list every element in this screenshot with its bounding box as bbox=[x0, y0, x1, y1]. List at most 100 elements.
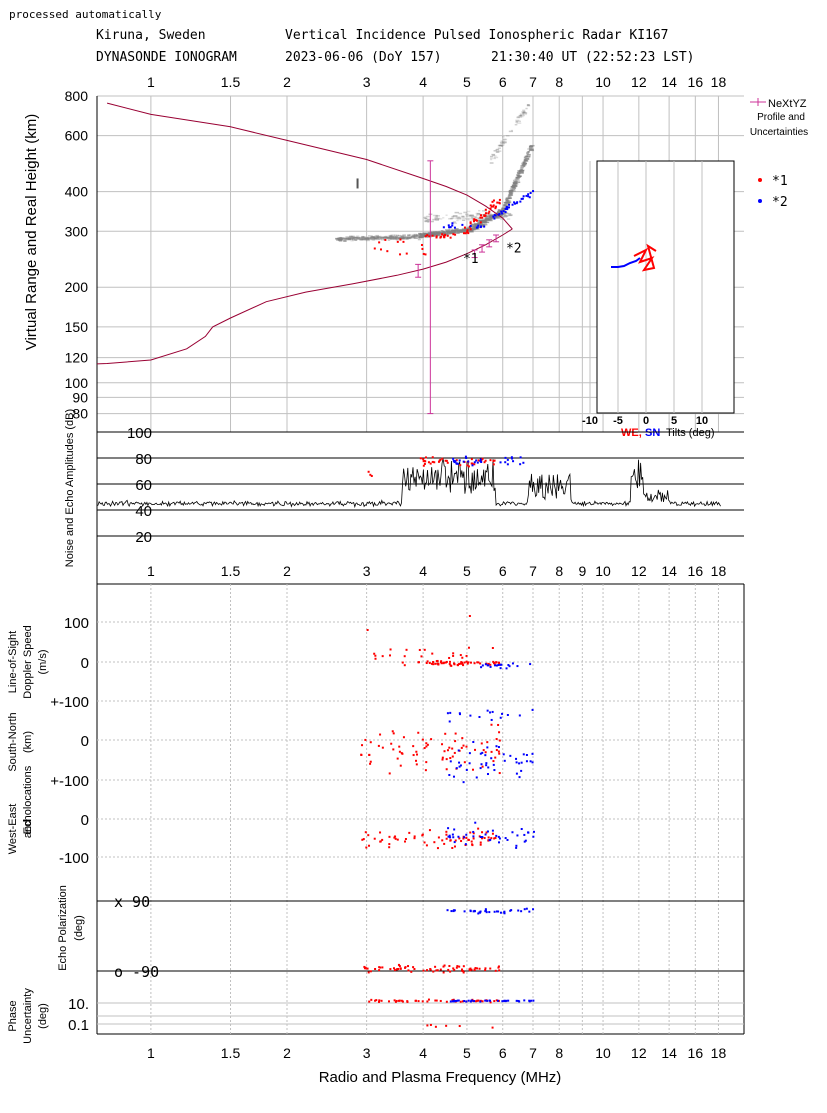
polarization-o-echo bbox=[484, 967, 487, 970]
sn-o-echo bbox=[364, 738, 367, 741]
echo-trace-pixel bbox=[512, 181, 517, 184]
echo-trace-pixel bbox=[479, 221, 485, 224]
height-tick-label: 300 bbox=[65, 223, 89, 239]
echo-trace-pixel bbox=[427, 219, 431, 221]
doppler-x-echo bbox=[449, 711, 452, 714]
amplitude-tick-label: 100 bbox=[127, 425, 152, 442]
x-mode-echo bbox=[449, 226, 452, 229]
echo-trace-pixel bbox=[488, 216, 492, 218]
echo-trace-pixel bbox=[411, 235, 416, 238]
phase-x-echo bbox=[496, 999, 499, 1002]
echo-trace-pixel bbox=[518, 114, 521, 117]
polarization-o-echo bbox=[369, 970, 372, 973]
echo-trace-pixel bbox=[458, 228, 463, 231]
echo-trace-pixel bbox=[418, 236, 422, 238]
echo-trace-pixel bbox=[519, 115, 524, 118]
tilt-we-label: WE, bbox=[621, 427, 642, 439]
x-mode-echo bbox=[507, 206, 510, 209]
ionogram-legend bbox=[750, 98, 766, 203]
echo-trace-pixel bbox=[485, 217, 488, 220]
x-mode-echo bbox=[525, 194, 528, 197]
profile-group bbox=[97, 102, 513, 415]
polarization-o-echo bbox=[470, 968, 473, 971]
phase-x-echo bbox=[449, 1000, 452, 1003]
echo-trace-pixel bbox=[408, 234, 412, 236]
echo-trace-pixel bbox=[509, 192, 514, 195]
we-o-echo bbox=[479, 841, 482, 844]
amplitude-x-echo bbox=[499, 461, 502, 464]
echo-trace-pixel bbox=[510, 129, 514, 132]
echo-trace-pixel bbox=[363, 237, 366, 239]
echo-trace-pixel bbox=[352, 238, 356, 240]
polarization-o-echo bbox=[443, 964, 446, 967]
o-mode-echo bbox=[490, 205, 493, 208]
we-o-echo bbox=[485, 831, 488, 834]
echo-trace-pixel bbox=[438, 230, 444, 233]
x-mode-echo bbox=[521, 197, 524, 200]
polarization-x-echo bbox=[493, 910, 496, 913]
sn-o-echo bbox=[416, 753, 419, 756]
sn-o-echo bbox=[454, 732, 457, 735]
top-freq-tick-label: 12 bbox=[631, 74, 647, 90]
sn-x-echo bbox=[520, 761, 523, 764]
doppler-y-label-2: Doppler Speed bbox=[22, 625, 34, 698]
echo-trace-pixel bbox=[424, 236, 428, 239]
sn-x-echo bbox=[515, 772, 518, 775]
echo-trace-pixel bbox=[512, 179, 518, 182]
echo-trace-pixel bbox=[439, 233, 443, 235]
top-freq-tick-label: 3 bbox=[363, 74, 371, 90]
height-tick-label: 800 bbox=[65, 88, 89, 104]
echo-trace-pixel bbox=[504, 203, 507, 206]
doppler-o-echo bbox=[495, 661, 498, 664]
sn-o-echo bbox=[368, 753, 371, 756]
echo-trace-pixel bbox=[379, 237, 383, 240]
echo-trace-pixel bbox=[522, 112, 528, 114]
mid-freq-tick-label: 1 bbox=[147, 563, 155, 579]
echo-trace-pixel bbox=[391, 234, 396, 237]
echo-trace-pixel bbox=[402, 237, 408, 239]
o-mode-echo bbox=[491, 200, 494, 203]
echo-trace-pixel bbox=[508, 130, 513, 133]
doppler-o-echo bbox=[468, 615, 471, 617]
echo-trace-pixel bbox=[448, 228, 454, 231]
echo-trace-pixel bbox=[515, 181, 521, 184]
sn-o-echo bbox=[417, 731, 420, 734]
echo-trace-pixel bbox=[505, 201, 510, 204]
polarization-o-echo bbox=[447, 968, 450, 971]
doppler-x-echo bbox=[531, 708, 534, 711]
x-mode-echo bbox=[528, 196, 531, 199]
we-x-echo bbox=[464, 843, 467, 846]
doppler-o-echo bbox=[452, 652, 455, 655]
echo-trace-pixel bbox=[492, 154, 495, 157]
polarization-o-echo bbox=[398, 965, 401, 968]
o-mode-echo bbox=[402, 240, 405, 243]
echo-trace-pixel bbox=[524, 155, 528, 158]
echo-trace-pixel bbox=[466, 210, 471, 213]
phase-o-echo bbox=[481, 1000, 484, 1003]
sn-o-echo bbox=[415, 763, 418, 766]
lower-tick-label: 0 bbox=[81, 733, 89, 750]
echo-trace-pixel bbox=[389, 236, 394, 238]
echo-trace-pixel bbox=[379, 236, 385, 239]
echo-trace-pixel bbox=[387, 239, 391, 241]
o-mode-echo bbox=[439, 236, 442, 239]
phase-x-echo bbox=[457, 999, 460, 1002]
amplitude-o-echo bbox=[470, 458, 473, 461]
echo-trace-pixel bbox=[367, 238, 372, 240]
echo-trace-pixel bbox=[431, 220, 434, 223]
amplitude-x-echo bbox=[506, 463, 509, 466]
echo-trace-pixel bbox=[499, 215, 503, 217]
echo-trace-pixel bbox=[426, 215, 430, 218]
echo-trace-pixel bbox=[361, 235, 364, 238]
phase-o-echo bbox=[434, 1025, 437, 1028]
polarization-o-echo bbox=[452, 967, 455, 970]
doppler-x-echo bbox=[480, 666, 483, 669]
sn-o-echo bbox=[426, 743, 429, 746]
doppler-o-echo bbox=[440, 662, 443, 665]
doppler-o-echo bbox=[448, 660, 451, 663]
echo-trace-pixel bbox=[391, 236, 394, 238]
echo-trace-pixel bbox=[506, 218, 511, 220]
polarization-x-echo bbox=[488, 911, 491, 914]
we-o-echo bbox=[441, 839, 444, 842]
